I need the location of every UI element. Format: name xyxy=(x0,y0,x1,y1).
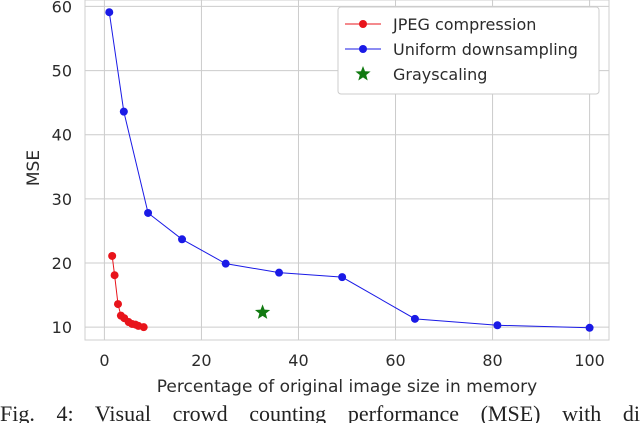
x-tick-label: 0 xyxy=(99,351,109,370)
tick-labels: 0 20 40 60 80 100 10 20 30 40 50 60 xyxy=(52,0,605,370)
uniform-downsampling-point xyxy=(585,323,594,332)
uniform-downsampling-point xyxy=(144,208,153,217)
legend-marker-uniform-downsampling xyxy=(359,45,367,53)
uniform-downsampling-point xyxy=(493,321,502,330)
legend-marker-grayscaling xyxy=(355,66,371,81)
legend-label-jpeg-compression: JPEG compression xyxy=(392,15,536,34)
uniform-downsampling-point xyxy=(105,8,114,17)
jpeg-compression-point xyxy=(110,271,119,280)
jpeg-compression-point xyxy=(108,251,117,260)
y-tick-label: 40 xyxy=(52,126,72,145)
jpeg-compression-point xyxy=(113,300,122,309)
x-tick-label: 100 xyxy=(574,351,605,370)
y-tick-label: 30 xyxy=(52,190,72,209)
gridlines xyxy=(85,0,609,340)
uniform-downsampling-line xyxy=(108,12,590,329)
uniform-downsampling-point xyxy=(221,259,230,268)
jpeg-compression-point xyxy=(139,323,148,332)
y-tick-label: 20 xyxy=(52,254,72,273)
legend-label-grayscaling: Grayscaling xyxy=(393,65,487,84)
legend-marker-jpeg-compression xyxy=(359,20,367,28)
x-tick-label: 60 xyxy=(385,351,405,370)
uniform-downsampling-point xyxy=(119,107,128,116)
x-tick-label: 20 xyxy=(191,351,211,370)
y-tick-label: 50 xyxy=(52,62,72,81)
y-tick-label: 60 xyxy=(52,0,72,16)
grayscaling-point xyxy=(254,304,271,319)
legend-label-uniform-downsampling: Uniform downsampling xyxy=(393,40,578,59)
legend-box xyxy=(337,6,600,95)
x-tick-label: 40 xyxy=(288,351,308,370)
legend: JPEG compression Uniform downsampling Gray… xyxy=(337,6,600,95)
y-axis-label: MSE xyxy=(24,150,44,186)
y-tick-label: 10 xyxy=(52,318,72,337)
chart: 0 20 40 60 80 100 10 20 30 40 50 60 Percentage of o… xyxy=(24,0,610,397)
series-group xyxy=(105,8,594,332)
uniform-downsampling-point xyxy=(410,314,419,323)
uniform-downsampling-point xyxy=(275,268,284,277)
figure-caption: Fig. 4: Visual crowd counting performanc… xyxy=(0,404,640,423)
uniform-downsampling-point xyxy=(338,273,347,282)
x-axis-label: Percentage of original image size in mem… xyxy=(157,377,537,397)
x-tick-label: 80 xyxy=(482,351,502,370)
uniform-downsampling-point xyxy=(178,235,187,244)
